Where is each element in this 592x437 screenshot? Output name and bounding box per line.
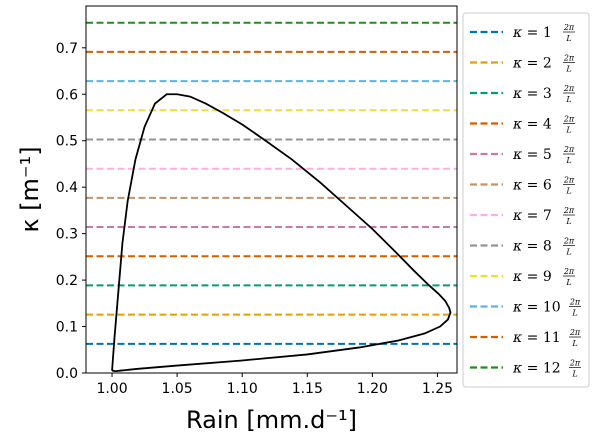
legend-frac-den: L: [565, 187, 571, 196]
legend-frac-num: 2π: [569, 328, 581, 337]
legend-label: κ = 12: [512, 361, 561, 377]
y-tick-label: 0.7: [56, 41, 78, 57]
y-tick-label: 0.6: [56, 87, 78, 103]
legend-frac-num: 2π: [563, 206, 575, 215]
legend-label: κ = 7: [512, 208, 552, 224]
legend-frac-num: 2π: [569, 359, 581, 368]
y-tick-label: 0.1: [56, 320, 78, 336]
legend-frac-num: 2π: [563, 54, 575, 63]
legend-label: κ = 6: [512, 178, 552, 194]
legend-frac-den: L: [571, 309, 577, 318]
legend-label: κ = 11: [512, 330, 561, 346]
legend-frac-den: L: [571, 370, 577, 379]
plot-frame: [85, 5, 458, 374]
legend-item-6: κ = 6 2π L: [470, 176, 575, 196]
x-tick-label: 1.00: [96, 381, 127, 397]
y-axis: 0.0 0.1 0.2 0.3 0.4 0.5 0.6 0.7: [56, 41, 86, 382]
legend-frac-den: L: [565, 34, 571, 43]
legend-item-12: κ = 12 2π L: [470, 359, 581, 379]
legend-item-3: κ = 3 2π L: [470, 84, 575, 104]
y-tick-label: 0.3: [56, 227, 78, 243]
legend-frac-den: L: [565, 217, 571, 226]
y-tick-label: 0.0: [56, 366, 78, 382]
legend-item-2: κ = 2 2π L: [470, 54, 575, 74]
legend-label: κ = 4: [512, 117, 552, 133]
x-tick-label: 1.10: [227, 381, 258, 397]
legend-item-7: κ = 7 2π L: [470, 206, 575, 226]
x-tick-label: 1.15: [292, 381, 323, 397]
legend-item-8: κ = 8 2π L: [470, 237, 575, 257]
legend-label: κ = 1: [512, 25, 552, 41]
legend-label: κ = 5: [512, 147, 552, 163]
y-tick-label: 0.5: [56, 134, 78, 150]
legend-frac-den: L: [565, 65, 571, 74]
legend-label: κ = 10: [512, 300, 561, 316]
x-tick-label: 1.05: [162, 381, 193, 397]
legend: κ = 1 2π Lκ = 2 2π Lκ = 3 2π Lκ = 4 2π Lκ = 5 2π L…: [462, 12, 590, 388]
legend-frac-num: 2π: [569, 298, 581, 307]
rain-kappa-curve: [111, 93, 452, 373]
legend-frac-den: L: [565, 95, 571, 104]
legend-frac-den: L: [565, 126, 571, 135]
legend-label: κ = 9: [512, 269, 552, 285]
legend-frac-den: L: [571, 339, 577, 348]
legend-box: [462, 12, 590, 388]
legend-frac-num: 2π: [563, 84, 575, 93]
x-axis-label: Rain [mm.d⁻¹]: [186, 406, 357, 434]
legend-frac-den: L: [565, 156, 571, 165]
legend-item-1: κ = 1 2π L: [470, 23, 575, 43]
legend-frac-num: 2π: [563, 237, 575, 246]
x-tick-label: 1.25: [422, 381, 453, 397]
legend-label: κ = 3: [512, 86, 552, 102]
x-axis: 1.00 1.05 1.10 1.15 1.20 1.25: [96, 373, 453, 397]
legend-item-4: κ = 4 2π L: [470, 115, 575, 135]
legend-frac-num: 2π: [563, 176, 575, 185]
y-tick-label: 0.4: [56, 180, 78, 196]
legend-frac-den: L: [565, 278, 571, 287]
legend-label: κ = 2: [512, 56, 552, 72]
legend-label: κ = 8: [512, 239, 552, 255]
legend-frac-num: 2π: [563, 115, 575, 124]
x-tick-label: 1.20: [357, 381, 388, 397]
legend-frac-num: 2π: [563, 145, 575, 154]
kappa-lines: [86, 21, 457, 345]
legend-frac-num: 2π: [563, 23, 575, 32]
y-axis-label: κ [m⁻¹]: [16, 146, 44, 232]
legend-item-11: κ = 11 2π L: [470, 328, 581, 348]
legend-frac-num: 2π: [563, 267, 575, 276]
legend-frac-den: L: [565, 248, 571, 257]
legend-item-10: κ = 10 2π L: [470, 298, 581, 318]
y-tick-label: 0.2: [56, 273, 78, 289]
legend-item-9: κ = 9 2π L: [470, 267, 575, 287]
legend-item-5: κ = 5 2π L: [470, 145, 575, 165]
